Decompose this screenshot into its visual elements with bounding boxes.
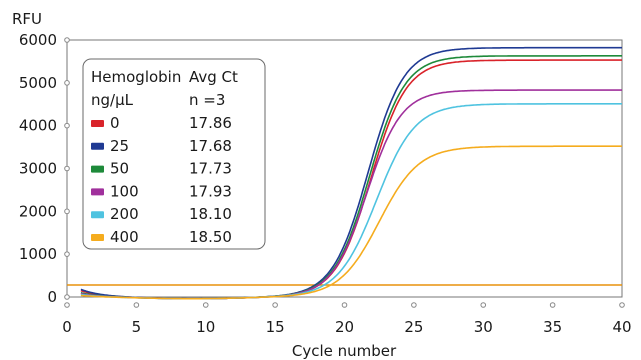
y-tick-mark (64, 37, 70, 43)
legend-swatch-200 (91, 211, 104, 219)
x-tick-mark (480, 302, 487, 308)
x-tick-mark (64, 302, 70, 308)
y-tick-label: 1000 (19, 245, 57, 263)
legend-header-col1-line1: Hemoglobin (91, 68, 181, 86)
series-line-400 (80, 145, 622, 300)
x-tick-mark (341, 302, 348, 308)
legend-ct-0: 17.86 (189, 114, 232, 132)
y-tick-mark (64, 122, 70, 129)
y-tick-mark (64, 165, 70, 172)
legend-label-100: 100 (110, 182, 139, 200)
y-tick-labels: 0 1000 2000 3000 4000 5000 6000 (19, 31, 70, 306)
legend-box (82, 58, 266, 250)
y-tick-mark (64, 80, 70, 86)
x-tick-label: 20 (335, 318, 354, 336)
y-tick-label: 5000 (19, 74, 57, 92)
legend-label-400: 400 (110, 228, 139, 246)
legend-label-25: 25 (110, 137, 129, 155)
y-tick-label: 3000 (19, 160, 57, 178)
legend-ct-50: 17.73 (189, 160, 232, 178)
legend-ct-400: 18.50 (189, 228, 232, 246)
y-tick-mark (64, 251, 70, 257)
legend-header-col2-line1: Avg Ct (189, 68, 238, 86)
legend-swatch-100 (91, 188, 104, 196)
x-tick-mark (411, 302, 417, 308)
legend-swatch-0 (91, 120, 104, 127)
x-tick-label: 15 (266, 318, 285, 336)
x-tick-labels: 0 5 10 15 20 25 30 35 40 (62, 302, 632, 336)
legend-swatch-50 (91, 165, 104, 173)
x-tick-label: 35 (543, 318, 562, 336)
x-tick-label: 25 (404, 318, 423, 336)
y-axis-title: RFU (12, 10, 42, 28)
x-tick-label: 40 (612, 318, 631, 336)
legend: Hemoglobin ng/µL Avg Ct n =3 0 17.86 25 17.68 50… (82, 58, 266, 250)
x-tick-label: 5 (132, 318, 142, 336)
legend-label-0: 0 (110, 114, 120, 132)
y-tick-mark (64, 208, 70, 215)
legend-swatch-25 (91, 142, 104, 150)
y-tick-label: 2000 (19, 202, 57, 220)
x-axis-title: Cycle number (292, 342, 397, 360)
x-tick-mark (133, 302, 140, 308)
x-tick-label: 10 (196, 318, 215, 336)
legend-header-col2-line2: n =3 (189, 91, 225, 109)
x-tick-mark (202, 302, 209, 308)
x-tick-mark (549, 302, 556, 308)
legend-ct-200: 18.10 (189, 205, 232, 223)
legend-label-200: 200 (110, 205, 139, 223)
x-tick-label: 0 (62, 318, 72, 336)
legend-swatch-400 (91, 234, 104, 241)
y-tick-mark (64, 294, 70, 300)
x-tick-mark (272, 302, 278, 308)
legend-ct-25: 17.68 (189, 137, 232, 155)
y-tick-label: 6000 (19, 31, 57, 49)
legend-header-col1-line2: ng/µL (91, 91, 134, 109)
legend-ct-100: 17.93 (189, 182, 232, 200)
series-group (80, 46, 622, 300)
y-tick-label: 0 (47, 288, 57, 306)
x-tick-label: 30 (474, 318, 493, 336)
legend-label-50: 50 (110, 160, 129, 178)
y-tick-label: 4000 (19, 117, 57, 135)
x-tick-mark (619, 302, 625, 308)
